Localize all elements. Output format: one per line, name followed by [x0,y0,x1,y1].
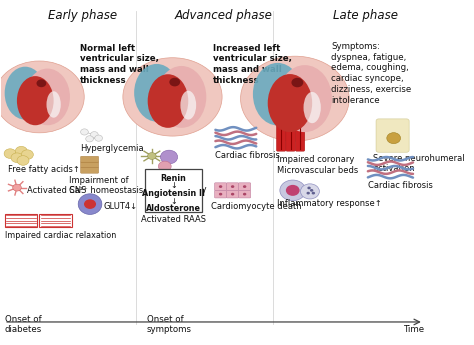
Ellipse shape [25,69,70,125]
Ellipse shape [278,65,332,132]
Circle shape [231,185,234,188]
FancyBboxPatch shape [376,119,409,152]
Circle shape [243,185,246,188]
Circle shape [91,131,98,138]
Text: Activated RAAS: Activated RAAS [141,215,206,224]
Text: Cardiac fibrosis: Cardiac fibrosis [215,151,280,160]
Ellipse shape [241,56,349,141]
Ellipse shape [17,76,54,125]
Ellipse shape [268,74,312,132]
Text: ↓: ↓ [170,197,177,206]
Circle shape [286,185,300,196]
FancyBboxPatch shape [81,167,99,173]
Circle shape [243,193,246,196]
Text: Impaired cardiac relaxation: Impaired cardiac relaxation [5,231,116,240]
Text: Impaired coronary
Microvascular beds: Impaired coronary Microvascular beds [277,155,358,175]
Text: Cardiac fibrosis: Cardiac fibrosis [368,181,433,190]
Text: Hyperglycemia: Hyperglycemia [80,144,144,152]
Text: Late phase: Late phase [333,9,398,22]
Text: Maladaptive
Inflammatory
response: Maladaptive Inflammatory response [150,174,207,204]
Circle shape [15,146,27,156]
Text: Normal left
ventricular size,
mass and wall
thickness: Normal left ventricular size, mass and w… [80,44,159,85]
FancyBboxPatch shape [227,190,238,198]
Text: Activated SNS: Activated SNS [27,186,87,195]
Circle shape [301,184,319,199]
Ellipse shape [134,64,179,122]
Circle shape [4,149,16,158]
Text: GLUT4↓: GLUT4↓ [104,203,138,211]
FancyBboxPatch shape [227,183,238,190]
Circle shape [161,150,178,164]
Circle shape [158,161,171,171]
Circle shape [311,192,315,195]
Text: Increased left
ventricular size,
mass and wall
thickness: Increased left ventricular size, mass an… [213,44,292,85]
Text: Free fatty acids↑: Free fatty acids↑ [9,165,80,174]
Ellipse shape [181,91,196,120]
Text: Severe neurohumeral
activation: Severe neurohumeral activation [374,154,465,173]
Ellipse shape [253,63,302,126]
Circle shape [84,199,96,209]
Circle shape [219,185,222,188]
Circle shape [95,135,102,141]
Circle shape [13,184,21,191]
Text: Onset of
symptoms: Onset of symptoms [147,315,191,334]
FancyBboxPatch shape [286,124,295,151]
Ellipse shape [303,92,321,123]
Circle shape [169,78,180,86]
Ellipse shape [46,91,61,118]
Text: Time: Time [404,325,426,334]
Circle shape [17,156,29,165]
Ellipse shape [5,67,46,120]
Circle shape [292,78,303,87]
Text: Early phase: Early phase [48,9,117,22]
Bar [5,214,37,227]
Circle shape [307,187,311,189]
Circle shape [310,189,313,192]
FancyBboxPatch shape [238,183,251,190]
Circle shape [147,152,156,159]
Circle shape [11,153,23,162]
FancyBboxPatch shape [215,183,227,190]
Circle shape [231,193,234,196]
Circle shape [280,180,306,201]
Ellipse shape [78,194,102,215]
Circle shape [81,129,88,135]
FancyBboxPatch shape [276,124,286,151]
FancyBboxPatch shape [215,190,227,198]
Text: Symptoms:
dyspnea, fatigue,
edema, coughing,
cardiac syncope,
dizziness, exercis: Symptoms: dyspnea, fatigue, edema, cough… [331,42,411,105]
FancyBboxPatch shape [295,124,305,151]
Text: Inflammatory response↑: Inflammatory response↑ [277,199,382,208]
Circle shape [307,192,310,195]
Ellipse shape [0,61,84,133]
Ellipse shape [123,58,222,136]
FancyBboxPatch shape [81,156,99,162]
Text: Aldosterone: Aldosterone [146,204,201,213]
FancyBboxPatch shape [146,169,202,212]
Circle shape [387,132,401,144]
Ellipse shape [148,74,188,128]
Text: Angiotensin II: Angiotensin II [142,189,205,198]
Ellipse shape [157,66,206,128]
Text: Onset of
diabetes: Onset of diabetes [5,315,42,334]
Text: Renin: Renin [161,174,186,183]
Bar [39,214,72,227]
Text: ↓: ↓ [170,181,177,190]
FancyBboxPatch shape [238,190,251,198]
Text: Cardiomyocyte death: Cardiomyocyte death [211,202,302,211]
Circle shape [21,150,33,159]
Circle shape [36,79,46,87]
Text: Impairment of
Ca²⁺ homeostasis: Impairment of Ca²⁺ homeostasis [69,176,144,195]
Circle shape [219,193,222,196]
Text: Advanced phase: Advanced phase [175,9,273,22]
FancyBboxPatch shape [81,162,99,168]
Circle shape [86,136,93,142]
